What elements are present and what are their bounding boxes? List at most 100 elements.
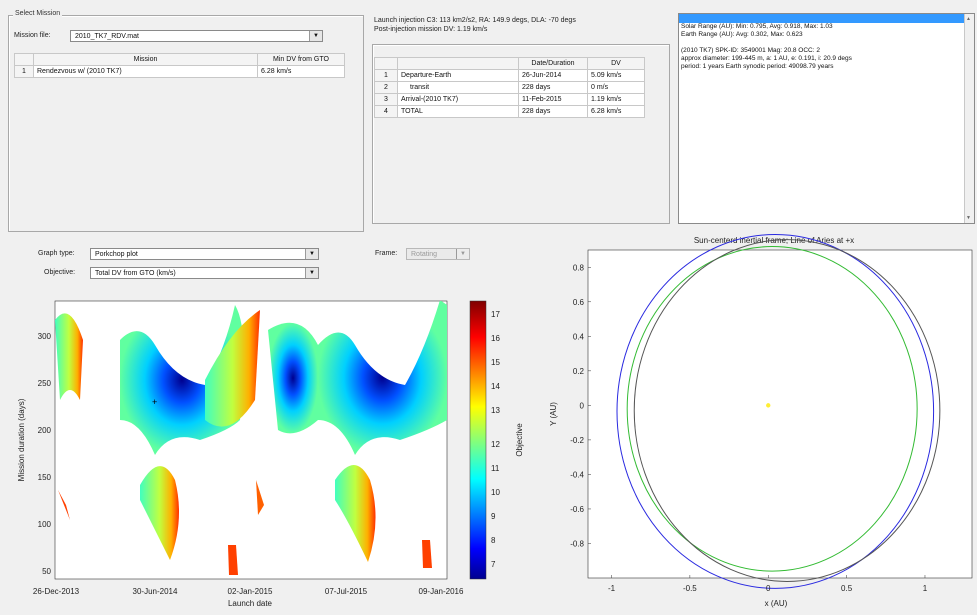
colorbar-tick-label: 10 [491, 488, 500, 497]
lower-wing [140, 466, 179, 560]
info-line: period: 1 years Earth synodic period: 49… [681, 63, 834, 70]
porkchop-xlabel: Launch date [228, 599, 273, 608]
x-tick-label: -1 [608, 584, 616, 593]
objective-dropdown[interactable]: Total DV from GTO (km/s) ▼ [90, 267, 319, 279]
table-row[interactable]: 4 TOTAL 228 days 6.28 km/s [374, 105, 645, 118]
orbit-series-line-3 [633, 239, 941, 582]
table-row[interactable]: 1 Rendezvous w/ (2010 TK7) 6.28 km/s [14, 65, 345, 78]
frame-dropdown[interactable]: Rotating ▼ [406, 248, 470, 260]
y-tick-label: -0.2 [570, 436, 584, 445]
select-mission-legend: Select Mission [13, 10, 63, 17]
mission-name-cell[interactable]: Rendezvous w/ (2010 TK7) [33, 65, 258, 78]
scroll-up-icon[interactable]: ▲ [966, 16, 971, 22]
chevron-down-icon[interactable]: ▼ [305, 249, 318, 259]
graph-type-label: Graph type: [38, 250, 75, 257]
porkchop-lobe-2 [268, 301, 447, 568]
date-cell: 11-Feb-2015 [518, 93, 588, 106]
objective-value: Total DV from GTO (km/s) [95, 270, 176, 277]
colorbar-ticks: 7 8 9 10 11 12 13 14 15 16 17 [491, 310, 500, 569]
x-tick-label: 1 [923, 584, 928, 593]
chevron-down-icon[interactable]: ▼ [456, 249, 469, 259]
info-scrollbar[interactable]: ▲ ▼ [964, 14, 974, 223]
y-tick-label: 0.6 [573, 298, 585, 307]
x-tick-label: 09-Jan-2016 [419, 587, 464, 596]
porkchop-lobe-1 [55, 305, 264, 575]
x-tick-label: 0 [766, 584, 771, 593]
info-line: approx diameter: 199-445 m, a: 1 AU, e: … [681, 55, 852, 62]
graph-type-dropdown[interactable]: Porkchop plot ▼ [90, 248, 319, 260]
orbit-series-line-2 [626, 246, 918, 572]
lower-wing [335, 465, 376, 562]
post-injection-text: Post-injection mission DV: 1.19 km/s [374, 26, 488, 33]
date-cell: 228 days [518, 105, 588, 118]
orbit-ylabel: Y (AU) [549, 402, 558, 426]
row-number: 2 [374, 81, 398, 94]
y-tick-label: 0 [580, 401, 585, 410]
y-tick-label: 250 [38, 379, 52, 388]
chevron-down-icon[interactable]: ▼ [309, 31, 322, 41]
frame-value: Rotating [411, 251, 438, 258]
orbit-series [616, 233, 941, 589]
target-info-listbox[interactable]: Solar Range (AU): Min: 0.795, Avg: 0.918… [678, 13, 975, 224]
date-cell: 26-Jun-2014 [518, 69, 588, 82]
dv-cell: 0 m/s [587, 81, 645, 94]
orbit-series-line-1 [616, 233, 935, 589]
x-tick-label: 07-Jul-2015 [325, 587, 368, 596]
outlier-blob [228, 545, 238, 575]
min-dv-cell[interactable]: 6.28 km/s [257, 65, 345, 78]
upper-wing [318, 301, 447, 455]
mission-file-dropdown[interactable]: 2010_TK7_RDV.mat ▼ [70, 30, 323, 42]
date-duration-column-header[interactable]: Date/Duration [518, 57, 588, 70]
x-tick-label: 30-Jun-2014 [133, 587, 178, 596]
summary-table-header: Date/Duration DV [374, 57, 645, 70]
min-dv-column-header[interactable]: Min DV from GTO [257, 53, 345, 66]
colorbar-tick-label: 8 [491, 536, 496, 545]
colorbar-tick-label: 9 [491, 512, 496, 521]
x-tick-label: -0.5 [683, 584, 697, 593]
mission-file-value: 2010_TK7_RDV.mat [75, 33, 139, 40]
event-cell: transit [397, 81, 519, 94]
y-tick-label: -0.6 [570, 505, 584, 514]
outlier-blob [422, 540, 432, 568]
porkchop-contours [55, 301, 447, 575]
table-row[interactable]: 3 Arrival-(2010 TK7) 11-Feb-2015 1.19 km… [374, 93, 645, 106]
dv-column-header[interactable]: DV [587, 57, 645, 70]
x-tick-label: 26-Dec-2013 [33, 587, 80, 596]
event-cell: Arrival-(2010 TK7) [397, 93, 519, 106]
event-cell: TOTAL [397, 105, 519, 118]
info-line: (2010 TK7) SPK-ID: 3549001 Mag: 20.8 OCC… [681, 47, 820, 54]
porkchop-chart: 50 100 150 200 250 300 26-Dec-2013 30-Ju… [17, 300, 524, 608]
colorbar-tick-label: 15 [491, 358, 500, 367]
colorbar-tick-label: 16 [491, 334, 500, 343]
y-tick-label: 100 [38, 520, 52, 529]
colorbar-tick-label: 13 [491, 406, 500, 415]
info-line [679, 39, 974, 47]
y-tick-label: 200 [38, 426, 52, 435]
dv-cell: 6.28 km/s [587, 105, 645, 118]
y-tick-label: 0.2 [573, 367, 585, 376]
graph-type-value: Porkchop plot [95, 251, 138, 258]
date-cell: 228 days [518, 81, 588, 94]
mission-table: Mission Min DV from GTO 1 Rendezvous w/ … [14, 53, 345, 78]
selected-line[interactable] [679, 14, 964, 23]
objective-label: Objective: [44, 269, 76, 276]
y-tick-label: 150 [38, 473, 52, 482]
mission-column-header[interactable]: Mission [33, 53, 258, 66]
select-mission-panel [8, 15, 364, 232]
row-number: 1 [374, 69, 398, 82]
table-row[interactable]: 1 Departure-Earth 26-Jun-2014 5.09 km/s [374, 69, 645, 82]
chevron-down-icon[interactable]: ▼ [305, 268, 318, 278]
table-row[interactable]: 2 transit 228 days 0 m/s [374, 81, 645, 94]
x-tick-label: 02-Jan-2015 [228, 587, 273, 596]
scroll-down-icon[interactable]: ▼ [966, 215, 971, 221]
row-number: 3 [374, 93, 398, 106]
event-cell: Departure-Earth [397, 69, 519, 82]
launch-injection-text: Launch injection C3: 113 km2/s2, RA: 149… [374, 17, 576, 24]
colorbar-tick-label: 17 [491, 310, 500, 319]
info-line: Solar Range (AU): Min: 0.795, Avg: 0.918… [681, 23, 833, 30]
summary-table-corner [374, 57, 398, 70]
dv-cell: 1.19 km/s [587, 93, 645, 106]
y-tick-label: -0.8 [570, 539, 584, 548]
orbit-plot-area [587, 249, 973, 579]
mission-summary-panel [372, 44, 670, 224]
